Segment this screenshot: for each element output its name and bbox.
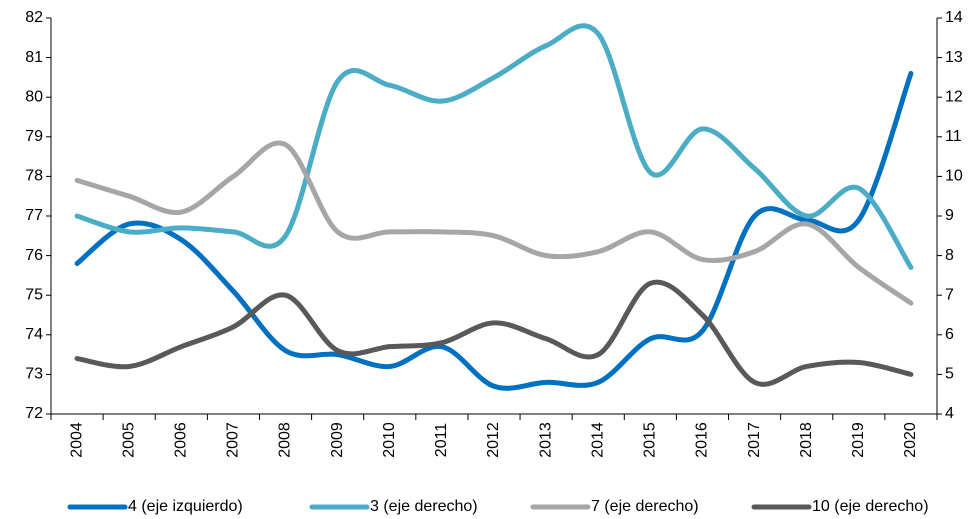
y2-tick-label: 5 <box>945 366 954 383</box>
y2-tick-label: 13 <box>945 49 963 66</box>
y-tick-label: 75 <box>25 286 43 303</box>
y2-tick-label: 10 <box>945 168 963 185</box>
y-tick-label: 76 <box>25 247 43 264</box>
x-tick-label: 2020 <box>902 422 919 458</box>
line-series <box>74 140 914 306</box>
x-tick-label: 2005 <box>120 422 137 458</box>
line-series <box>74 70 914 391</box>
y-tick-label: 78 <box>25 168 43 185</box>
y2-tick-label: 4 <box>945 405 954 422</box>
x-tick-label: 2011 <box>433 423 450 458</box>
x-tick-label: 2006 <box>173 422 190 458</box>
x-tick-label: 2014 <box>589 422 606 458</box>
x-tick-label: 2016 <box>694 422 711 458</box>
y2-tick-label: 7 <box>945 286 954 303</box>
x-tick-label: 2013 <box>537 422 554 458</box>
x-tick-label: 2019 <box>850 422 867 458</box>
line-series <box>74 279 914 387</box>
legend-label: 10 (eje derecho) <box>812 498 929 515</box>
x-tick-label: 2017 <box>746 422 763 458</box>
y-tick-label: 72 <box>25 405 43 422</box>
legend-label: 7 (eje derecho) <box>591 498 699 515</box>
legend-label: 3 (eje derecho) <box>370 498 478 515</box>
x-tick-label: 2007 <box>225 422 242 458</box>
y2-tick-label: 9 <box>945 207 954 224</box>
x-tick-label: 2012 <box>485 422 502 458</box>
y-tick-label: 74 <box>25 326 43 343</box>
legend-label: 4 (eje izquierdo) <box>128 498 243 515</box>
y2-tick-label: 14 <box>945 9 963 26</box>
line-series <box>74 23 914 270</box>
y-tick-label: 80 <box>25 88 43 105</box>
y2-tick-label: 8 <box>945 247 954 264</box>
y-tick-label: 82 <box>25 9 43 26</box>
y2-tick-label: 12 <box>945 88 963 105</box>
y-tick-label: 73 <box>25 366 43 383</box>
y-tick-label: 81 <box>25 49 43 66</box>
y2-tick-label: 6 <box>945 326 954 343</box>
x-tick-label: 2015 <box>642 422 659 458</box>
y2-tick-label: 11 <box>945 128 962 145</box>
x-tick-label: 2008 <box>277 422 294 458</box>
x-tick-label: 2009 <box>329 422 346 458</box>
y-tick-label: 79 <box>25 128 43 145</box>
x-tick-label: 2010 <box>381 422 398 458</box>
y-tick-label: 77 <box>25 207 43 224</box>
x-tick-label: 2018 <box>798 422 815 458</box>
x-tick-label: 2004 <box>68 422 85 458</box>
